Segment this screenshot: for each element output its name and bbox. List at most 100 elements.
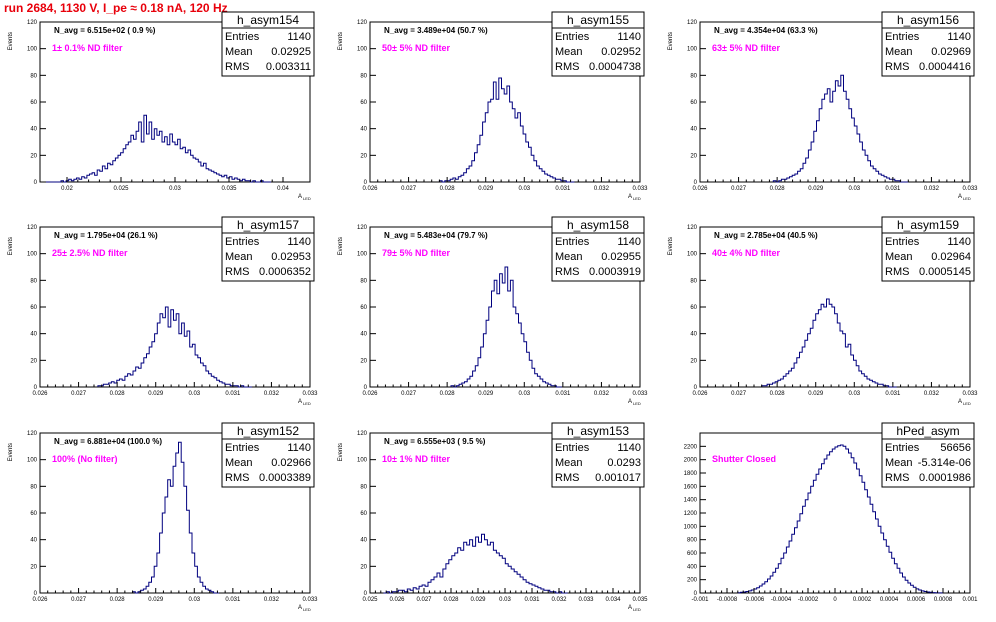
navg-label: N_avg = 2.785e+04 (40.5 %) [714, 231, 818, 240]
x-tick-label: -0.001 [691, 597, 709, 603]
stat-value: 0.001017 [595, 472, 641, 484]
stat-value: 1140 [617, 442, 641, 454]
histogram-name: h_asym155 [567, 13, 629, 27]
x-tick-label: 0.026 [692, 391, 708, 397]
x-tick-label: 0.031 [225, 391, 241, 397]
stats-box [221, 216, 315, 282]
y-tick-label: 600 [687, 551, 698, 557]
x-tick-label: 0.033 [302, 391, 318, 397]
x-axis-title: A [628, 194, 632, 200]
x-tick-label: 0.027 [401, 391, 417, 397]
filter-label: Shutter Closed [712, 454, 776, 464]
x-tick-label: 0.029 [470, 597, 486, 603]
filter-label: 10± 1% ND filter [382, 454, 450, 464]
x-tick-label: 0.03 [169, 186, 181, 192]
stat-label: Entries [225, 236, 260, 248]
stat-label: Entries [555, 442, 590, 454]
x-tick-label: 0.027 [731, 186, 747, 192]
navg-label: N_avg = 6.881e+04 (100.0 %) [54, 437, 162, 446]
stat-label: Entries [555, 236, 590, 248]
y-tick-label: 400 [687, 564, 698, 570]
y-tick-label: 1800 [684, 471, 698, 477]
stat-label: Entries [555, 31, 590, 43]
y-tick-label: 100 [27, 47, 38, 53]
x-axis-title-sub: LED [963, 401, 971, 406]
x-tick-label: 0.02 [61, 186, 73, 192]
stat-label: RMS [225, 266, 249, 278]
y-axis-title: Events [8, 237, 14, 255]
x-tick-label: 0.034 [605, 597, 621, 603]
stat-label: Mean [225, 251, 253, 263]
stat-label: Mean [225, 457, 253, 469]
stat-label: Entries [885, 236, 920, 248]
navg-label: N_avg = 1.795e+04 (26.1 %) [54, 231, 158, 240]
y-tick-label: 60 [30, 511, 37, 517]
y-tick-label: 20 [690, 358, 697, 364]
y-axis-title: Events [338, 237, 344, 255]
y-tick-label: 40 [30, 127, 37, 133]
stat-label: Mean [885, 46, 913, 58]
stats-box [221, 422, 315, 488]
x-tick-label: 0.031 [885, 391, 901, 397]
x-tick-label: 0 [833, 597, 837, 603]
y-tick-label: 60 [30, 100, 37, 106]
stat-label: Mean [225, 46, 253, 58]
stat-value: 0.02925 [271, 46, 311, 58]
y-tick-label: 80 [360, 278, 367, 284]
y-tick-label: 40 [690, 127, 697, 133]
y-tick-label: 0 [364, 385, 368, 391]
stats-box [881, 422, 975, 488]
y-tick-label: 1000 [684, 524, 698, 530]
x-axis-title-sub: LED [303, 607, 311, 612]
stat-label: Mean [555, 457, 583, 469]
x-tick-label: 0.031 [225, 597, 241, 603]
histogram-series [438, 77, 575, 183]
histogram-name: h_asym159 [897, 218, 959, 232]
stats-box [881, 216, 975, 282]
stat-value: 0.0003389 [259, 472, 311, 484]
stat-label: RMS [555, 472, 579, 484]
histogram-name: h_asym156 [897, 13, 959, 27]
histogram-series [132, 441, 219, 594]
x-tick-label: 0.027 [71, 391, 87, 397]
x-tick-label: -0.0006 [744, 597, 765, 603]
stat-label: RMS [885, 472, 909, 484]
y-tick-label: 40 [360, 127, 367, 133]
x-tick-label: 0.031 [524, 597, 540, 603]
stat-value: 0.0001986 [919, 472, 971, 484]
panel-h_asym155: 0.026 0.027 0.028 0.029 0.03 0.031 0.032 0.033 0… [338, 11, 648, 201]
y-tick-label: 60 [690, 100, 697, 106]
x-tick-label: 0.026 [32, 597, 48, 603]
y-tick-label: 100 [687, 252, 698, 258]
stat-label: RMS [225, 61, 249, 73]
y-tick-label: 60 [690, 305, 697, 311]
y-tick-label: 120 [27, 20, 38, 26]
x-tick-label: 0.031 [555, 186, 571, 192]
y-tick-label: 20 [30, 358, 37, 364]
stat-value: 0.02966 [271, 457, 311, 469]
stats-box [551, 11, 645, 77]
histogram-series [737, 444, 944, 594]
y-tick-label: 80 [30, 278, 37, 284]
stat-value: 0.02964 [931, 251, 971, 263]
stat-value: 0.0004738 [589, 61, 641, 73]
y-tick-label: 40 [360, 538, 367, 544]
panel-h_asym154: 0.02 0.025 0.03 0.035 0.04 0 20 40 60 80 100 120 Eve… [8, 11, 315, 201]
x-tick-label: 0.028 [770, 186, 786, 192]
panel-h_asym156: 0.026 0.027 0.028 0.029 0.03 0.031 0.032 0.033 0… [668, 11, 978, 201]
histogram-name: h_asym152 [237, 424, 299, 438]
x-tick-label: 0.026 [362, 186, 378, 192]
y-tick-label: 100 [687, 47, 698, 53]
histogram-name: h_asym153 [567, 424, 629, 438]
x-axis-title: A [298, 605, 302, 611]
y-tick-label: 60 [360, 511, 367, 517]
x-tick-label: 0.032 [594, 186, 610, 192]
x-tick-label: 0.026 [32, 391, 48, 397]
x-tick-label: 0.028 [110, 391, 126, 397]
y-tick-label: 80 [360, 73, 367, 79]
stat-value: 1140 [287, 31, 311, 43]
x-tick-label: 0.028 [443, 597, 459, 603]
x-tick-label: 0.03 [848, 391, 860, 397]
stats-box [551, 422, 645, 488]
x-axis-title: A [628, 399, 632, 405]
